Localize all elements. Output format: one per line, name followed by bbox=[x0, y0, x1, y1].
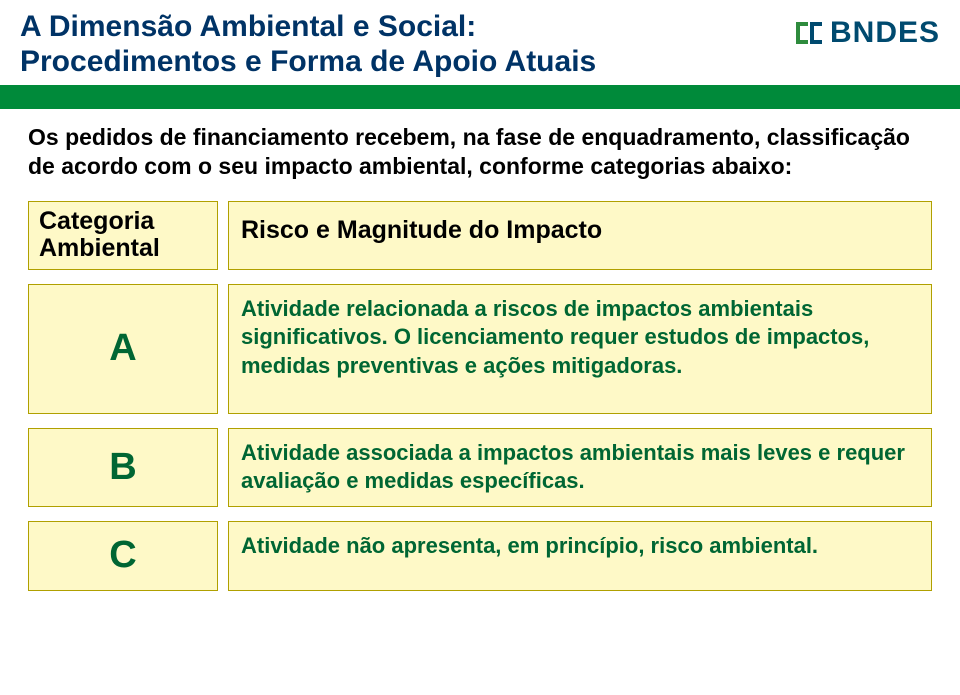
green-bar bbox=[0, 85, 960, 109]
category-row-a: A Atividade relacionada a riscos de impa… bbox=[28, 284, 932, 414]
title-line-1: A Dimensão Ambiental e Social: bbox=[20, 10, 792, 45]
category-row-c: C Atividade não apresenta, em princípio,… bbox=[28, 521, 932, 591]
category-letter: A bbox=[28, 284, 218, 414]
header-right: Risco e Magnitude do Impacto bbox=[228, 201, 932, 270]
title-block: A Dimensão Ambiental e Social: Procedime… bbox=[20, 10, 792, 79]
header-left: Categoria Ambiental bbox=[28, 201, 218, 270]
title-row: A Dimensão Ambiental e Social: Procedime… bbox=[0, 0, 960, 79]
bndes-logo-text: BNDES bbox=[830, 16, 940, 50]
slide: A Dimensão Ambiental e Social: Procedime… bbox=[0, 0, 960, 695]
category-desc: Atividade não apresenta, em princípio, r… bbox=[228, 521, 932, 591]
category-desc: Atividade relacionada a riscos de impact… bbox=[228, 284, 932, 414]
category-letter: C bbox=[28, 521, 218, 591]
body: Os pedidos de financiamento recebem, na … bbox=[0, 109, 960, 591]
title-line-2: Procedimentos e Forma de Apoio Atuais bbox=[20, 45, 792, 80]
category-letter: B bbox=[28, 428, 218, 507]
bndes-logo-icon bbox=[792, 16, 826, 50]
bndes-logo: BNDES bbox=[792, 16, 940, 50]
header-row: Categoria Ambiental Risco e Magnitude do… bbox=[28, 201, 932, 270]
category-desc: Atividade associada a impactos ambientai… bbox=[228, 428, 932, 507]
intro-text: Os pedidos de financiamento recebem, na … bbox=[28, 123, 932, 181]
category-row-b: B Atividade associada a impactos ambient… bbox=[28, 428, 932, 507]
